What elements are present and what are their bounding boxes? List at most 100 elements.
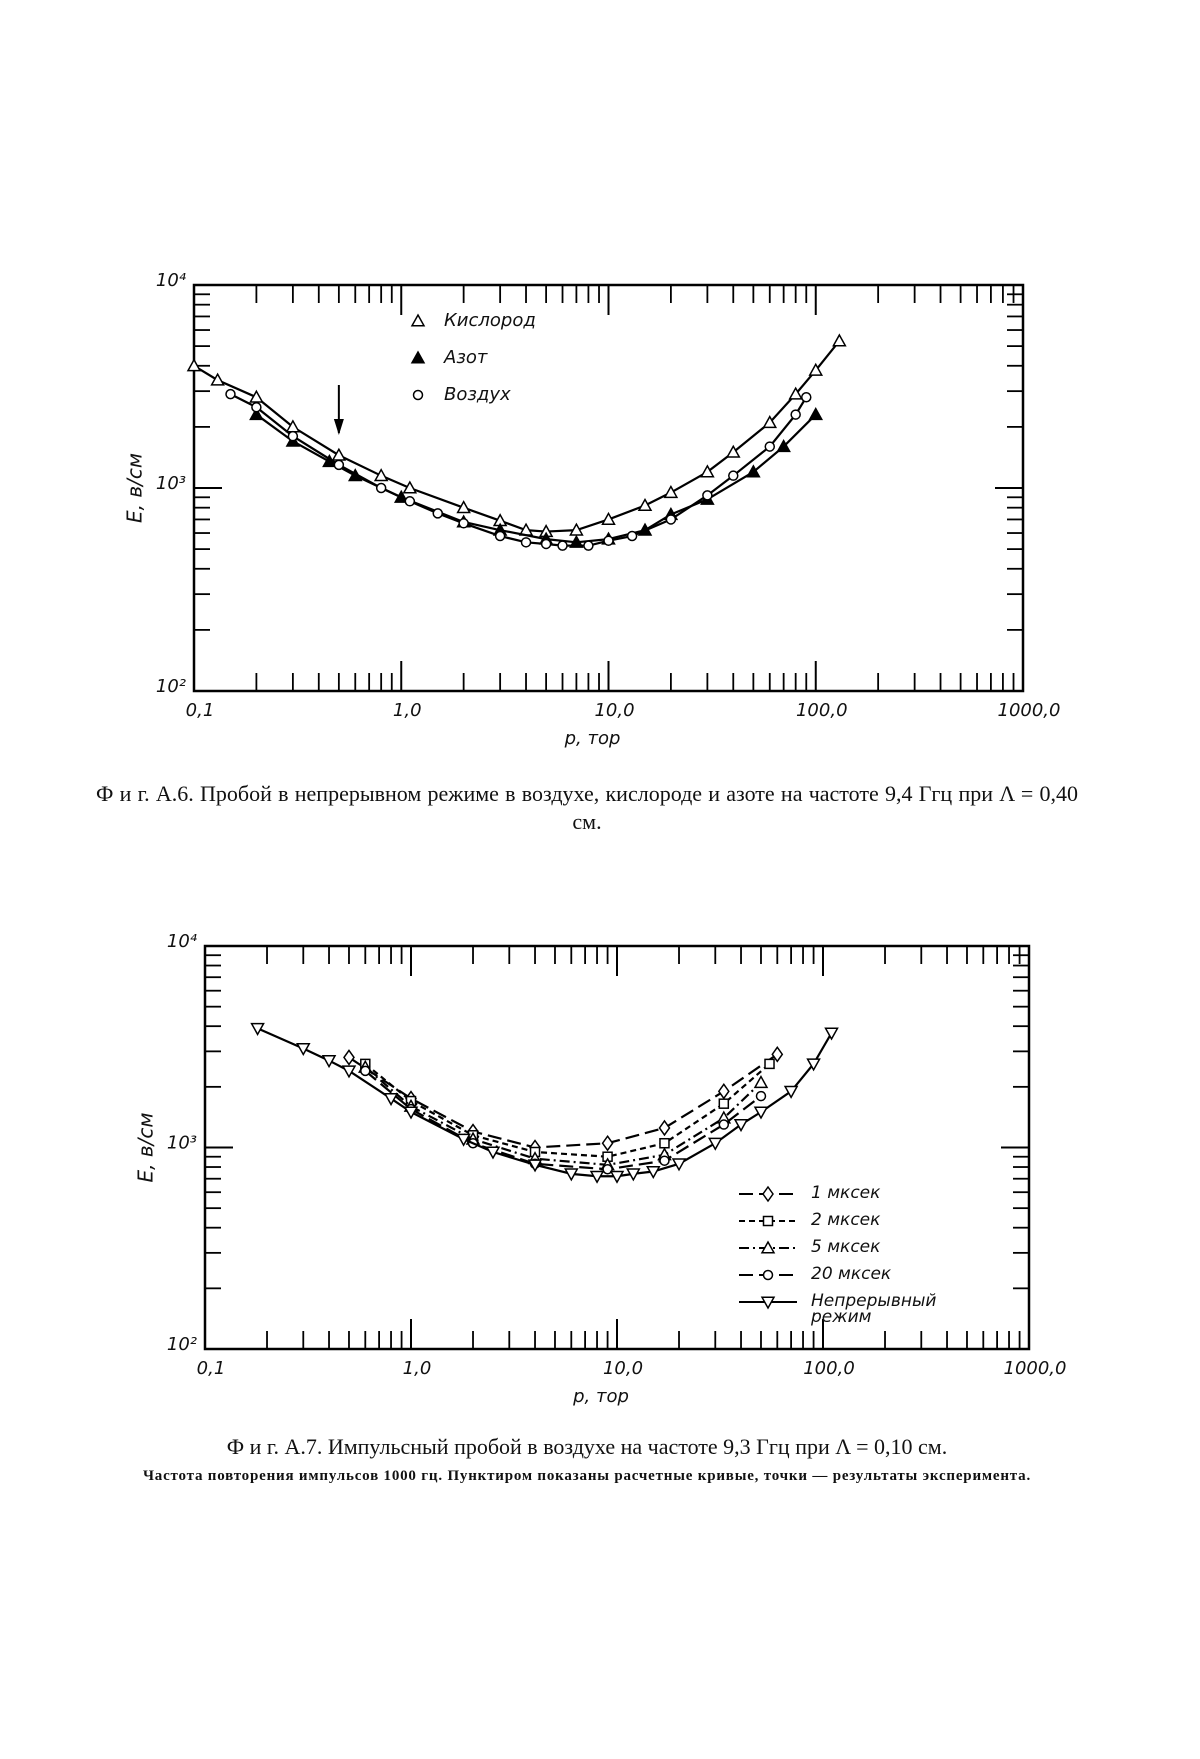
marker [760,1296,776,1310]
marker [383,1092,399,1107]
y-axis-label: E, в/см [134,1113,158,1183]
x-tick-label: 10,0 [594,700,634,721]
marker [659,1137,670,1149]
x-axis-label: p, тор [564,728,621,749]
marker [659,1155,670,1166]
marker [601,1134,614,1152]
marker [663,484,679,499]
marker [637,497,653,512]
marker [287,430,299,442]
marker [700,464,715,478]
marker [373,468,389,482]
x-tick-label: 1,0 [393,700,422,721]
y-axis-label: E, в/см [123,453,147,523]
caption-note: Частота повторения импульсов 1000 гц. Пу… [142,1468,1032,1484]
marker [776,439,791,453]
marker [601,511,616,525]
caption: Ф и г. А.6. Пробой в непрерывном режиме … [96,781,1078,834]
series-line [348,1053,778,1149]
marker [762,1215,774,1227]
marker [665,514,677,525]
marker [824,1027,839,1041]
legend-label: Воздух [444,384,511,405]
marker [808,407,824,421]
marker [343,1049,355,1066]
marker [251,401,262,413]
x-tick-label: 100,0 [796,700,848,721]
legend-label: Кислород [444,310,536,331]
x-tick-label: 1000,0 [998,700,1061,721]
marker [333,459,345,471]
marker [540,538,552,550]
marker [432,508,443,519]
marker [726,444,741,458]
marker [801,391,812,403]
marker [609,1170,625,1184]
marker [808,362,824,376]
marker [403,1106,419,1120]
marker [527,1159,543,1173]
marker [404,496,416,507]
marker [456,500,471,514]
marker [626,1168,641,1182]
y-tick-label: 10³ [167,1133,197,1154]
marker [494,530,506,542]
y-tick-label: 10⁴ [167,931,198,952]
caption: Ф и г. А.7. Импульсный пробой в воздухе … [226,1434,948,1459]
marker [249,389,264,403]
y-tick-label: 10⁴ [156,270,187,291]
series-line [364,1063,771,1158]
marker [410,313,426,327]
marker [321,1055,337,1069]
marker [569,534,584,548]
marker [210,372,225,386]
marker [186,358,202,372]
legend-label: 20 мксек [811,1264,892,1284]
marker [671,1158,687,1172]
marker [402,480,418,494]
marker [783,1085,799,1099]
marker [771,1046,784,1063]
marker [250,1022,265,1036]
marker [733,1118,749,1133]
marker [412,389,424,401]
marker [762,1269,774,1281]
marker [753,1106,769,1120]
series-line [364,1070,762,1171]
marker [790,409,801,420]
arrow-head [333,419,344,435]
marker [762,415,778,429]
marker [718,1098,730,1109]
legend-label: 5 мксек [811,1237,881,1257]
marker [788,386,803,400]
marker [764,441,776,452]
marker [762,1185,774,1203]
plot-frame [192,283,1025,693]
marker [755,1090,767,1102]
marker [708,1137,723,1151]
series-line [257,1027,833,1178]
marker [746,464,761,478]
x-tick-label: 100,0 [803,1358,855,1379]
marker [564,1168,579,1182]
x-tick-label: 0,1 [186,700,215,721]
plot-frame [203,944,1031,1351]
marker [485,1146,501,1160]
marker [728,470,739,481]
x-axis-label: p, тор [572,1386,629,1407]
marker [717,1083,730,1100]
marker [806,1058,821,1072]
marker [520,537,532,548]
marker [753,1075,769,1089]
marker [410,350,426,364]
marker [589,1170,605,1184]
marker [249,407,264,421]
x-tick-label: 1000,0 [1004,1358,1067,1379]
legend-label: Непрерывный режим [811,1291,937,1327]
marker [832,333,847,347]
marker [375,482,387,494]
legend-label: 2 мксек [811,1210,881,1230]
marker [760,1240,776,1254]
series-line [364,1066,762,1166]
